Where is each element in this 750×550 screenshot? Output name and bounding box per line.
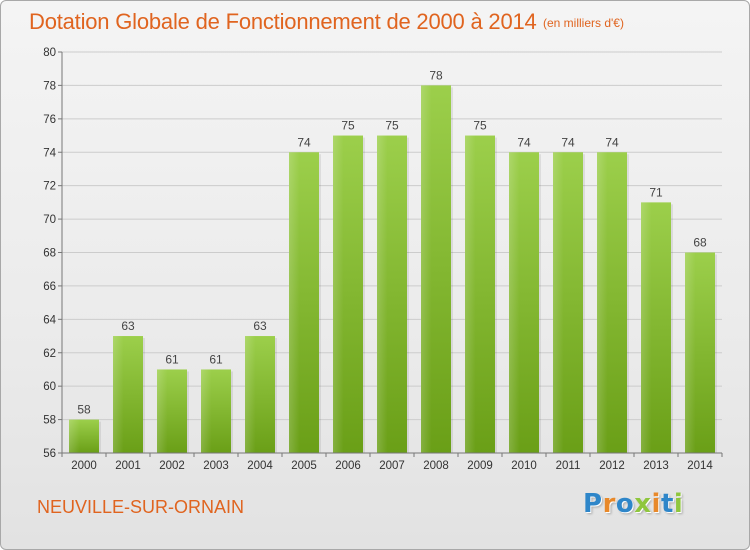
y-tick-label: 72 (43, 181, 56, 193)
x-tick-label: 2010 (511, 460, 537, 472)
data-label: 75 (385, 119, 399, 133)
y-tick-label: 60 (43, 381, 56, 393)
data-label: 58 (77, 403, 91, 417)
commune-name: NEUVILLE-SUR-ORNAIN (37, 497, 245, 517)
bar-highlight (333, 135, 344, 453)
data-label: 74 (297, 135, 311, 149)
y-axis-ticks: 56 58 60 62 64 66 68 70 72 74 76 78 80 (43, 47, 62, 460)
y-tick-label: 56 (43, 448, 56, 460)
data-label: 74 (517, 135, 531, 149)
logo-letter: o (615, 489, 635, 519)
chart-title: Dotation Globale de Fonctionnement de 20… (29, 9, 537, 34)
logo-letter: i (651, 489, 661, 519)
x-tick-label: 2011 (556, 460, 581, 472)
data-label: 74 (561, 135, 575, 149)
data-label: 75 (473, 119, 487, 133)
x-tick-label: 2007 (379, 460, 405, 472)
x-tick-label: 2014 (687, 460, 713, 472)
bar-highlight (377, 135, 388, 453)
bar-highlight (245, 336, 256, 453)
axes (61, 52, 722, 454)
logo-letter: x (634, 489, 652, 519)
data-label: 63 (121, 319, 135, 333)
x-tick-label: 2013 (643, 460, 669, 472)
logo-letter: P (583, 489, 603, 519)
chart-subtitle: (en milliers d'€) (543, 16, 624, 30)
y-tick-label: 64 (43, 314, 56, 326)
x-tick-label: 2002 (159, 460, 185, 472)
y-tick-label: 80 (43, 47, 56, 59)
bar-highlight (685, 252, 696, 453)
x-tick-label: 2006 (335, 460, 361, 472)
bar-highlight (157, 369, 168, 453)
data-label: 61 (209, 352, 223, 366)
data-label: 78 (429, 68, 443, 82)
y-tick-label: 76 (43, 114, 56, 126)
x-tick-label: 2003 (203, 460, 229, 472)
bar-highlight (421, 85, 432, 454)
bar-highlight (641, 202, 652, 453)
y-tick-label: 62 (43, 348, 56, 360)
x-tick-label: 2009 (467, 460, 493, 472)
x-tick-label: 2012 (599, 460, 625, 472)
bar-highlight (69, 419, 80, 453)
bars (69, 85, 717, 454)
logo-letter: t (660, 489, 674, 519)
y-tick-label: 58 (43, 415, 56, 427)
proxiti-logo[interactable]: Proxiti (583, 489, 683, 519)
y-tick-label: 78 (43, 80, 56, 92)
data-label: 71 (649, 185, 663, 199)
y-tick-label: 74 (43, 147, 56, 159)
x-tick-label: 2004 (247, 460, 273, 472)
bar-highlight (553, 152, 564, 453)
data-label: 75 (341, 119, 355, 133)
bar-highlight (113, 336, 124, 453)
x-axis-ticks: 2000 2001 2002 2003 2004 2005 2006 2007 2008 2009… (61, 453, 723, 472)
y-tick-label: 66 (43, 281, 56, 293)
data-labels: 58 63 61 61 63 74 75 75 78 75 74 74 74 71 68 (77, 68, 707, 416)
bar-highlight (201, 369, 212, 453)
data-label: 74 (605, 135, 619, 149)
logo-letter: i (673, 489, 684, 519)
y-tick-label: 68 (43, 248, 56, 260)
bar-highlight (509, 152, 520, 453)
x-tick-label: 2001 (115, 460, 141, 472)
logo-letter: r (602, 489, 616, 519)
data-label: 63 (253, 319, 267, 333)
y-tick-label: 70 (43, 214, 56, 226)
bar-highlight (289, 152, 300, 453)
data-label: 61 (165, 352, 179, 366)
x-tick-label: 2008 (423, 460, 449, 472)
bar-highlight (597, 152, 608, 453)
bar-highlight (465, 135, 476, 453)
x-tick-label: 2005 (291, 460, 317, 472)
x-tick-label: 2000 (71, 460, 97, 472)
data-label: 68 (693, 236, 707, 250)
